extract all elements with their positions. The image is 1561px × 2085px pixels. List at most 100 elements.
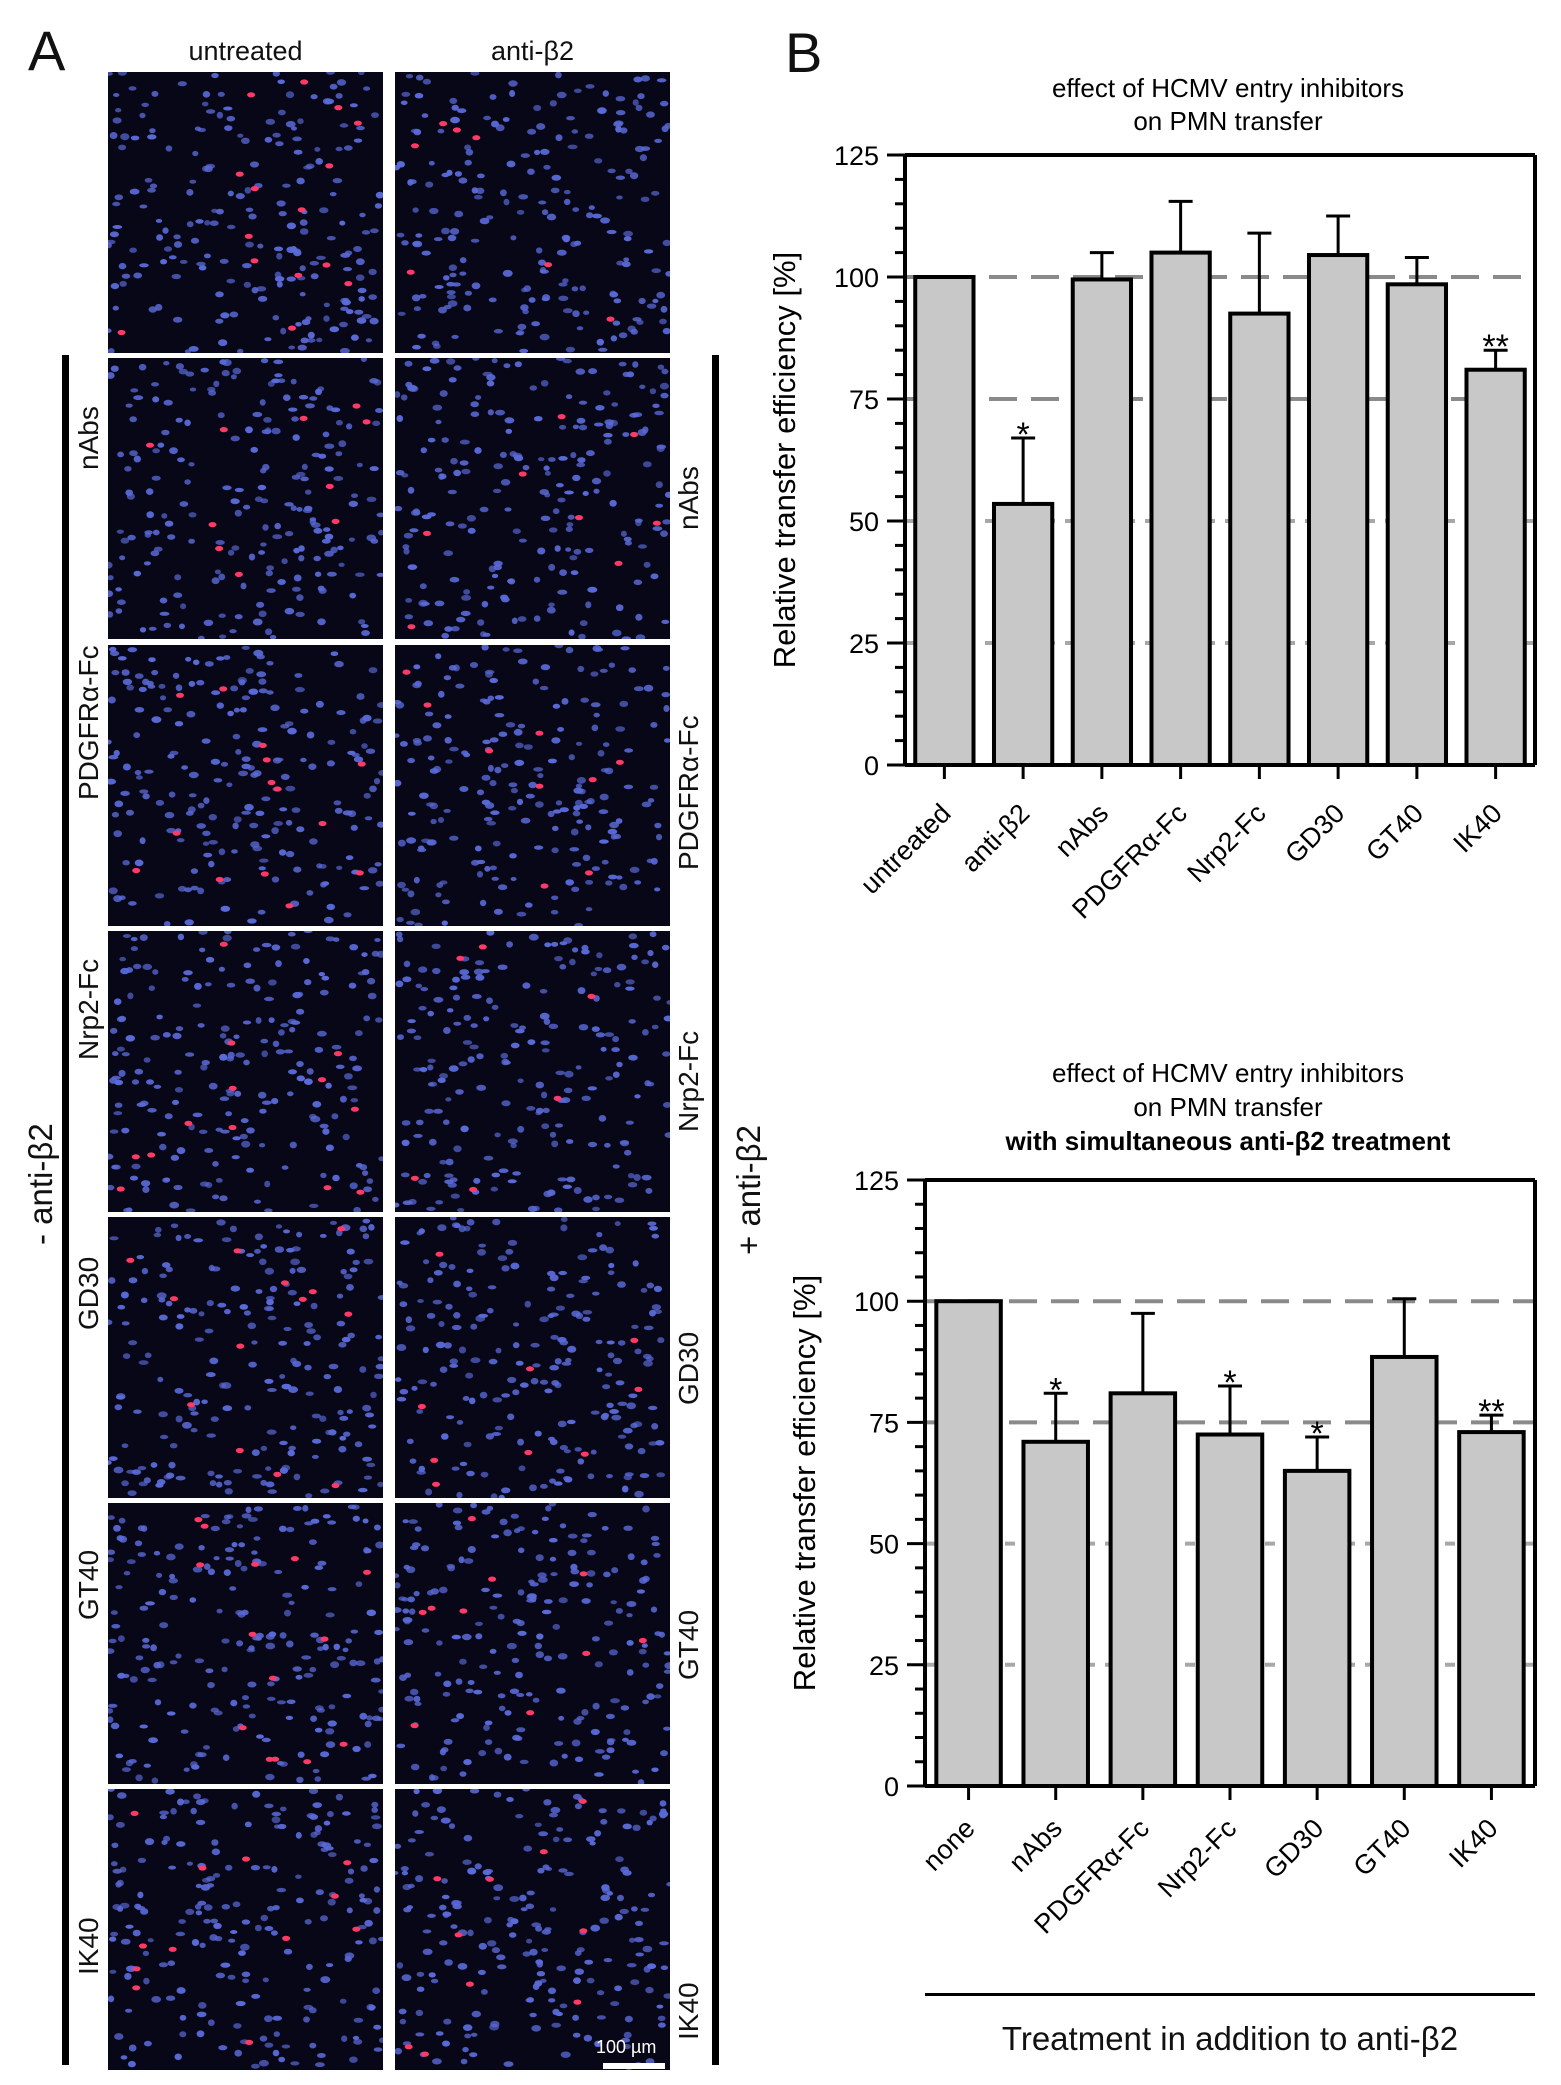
nucleus-dot (362, 1518, 369, 1524)
nucleus-dot (277, 79, 285, 85)
infected-nucleus-dot (433, 1876, 442, 1882)
infected-nucleus-dot (357, 761, 366, 767)
nucleus-dot (554, 1358, 562, 1365)
nucleus-dot (512, 1389, 520, 1396)
nucleus-dot (486, 215, 494, 220)
nucleus-dot (578, 633, 586, 639)
nucleus-dot (176, 838, 185, 843)
nucleus-dot (604, 1620, 614, 1626)
nucleus-dot (136, 1102, 147, 1108)
nucleus-dot (194, 1337, 204, 1342)
nucleus-dot (646, 858, 654, 864)
nucleus-dot (435, 419, 442, 425)
nucleus-dot (446, 358, 456, 365)
nucleus-dot (292, 136, 302, 142)
nucleus-dot (491, 358, 498, 364)
nucleus-dot (443, 1738, 453, 1745)
nucleus-dot (130, 388, 139, 393)
nucleus-dot (296, 1008, 305, 1015)
nucleus-dot (587, 1248, 598, 1253)
nucleus-dot (627, 325, 636, 333)
nucleus-dot (190, 1807, 197, 1815)
nucleus-dot (144, 177, 153, 183)
nucleus-dot (584, 1959, 594, 1965)
nucleus-dot (111, 1842, 119, 1848)
nucleus-dot (626, 1402, 636, 1410)
nucleus-dot (615, 604, 624, 612)
nucleus-dot (265, 1773, 275, 1781)
nucleus-dot (277, 579, 286, 585)
nucleus-dot (433, 237, 443, 242)
nucleus-dot (285, 91, 295, 99)
nucleus-dot (421, 1802, 431, 1808)
nucleus-dot (400, 1172, 410, 1178)
nucleus-dot (118, 1535, 128, 1543)
nucleus-dot (343, 1431, 351, 1437)
nucleus-dot (501, 596, 510, 603)
nucleus-dot (401, 1120, 411, 1126)
nucleus-dot (344, 1877, 354, 1884)
nucleus-dot (508, 80, 518, 87)
nucleus-dot (272, 2015, 282, 2021)
nucleus-dot (649, 1225, 658, 1231)
infected-nucleus-dot (323, 1185, 332, 1191)
nucleus-dot (420, 987, 429, 992)
nucleus-dot (427, 1913, 436, 1918)
infected-nucleus-dot (544, 262, 553, 268)
nucleus-dot (421, 514, 432, 520)
nucleus-dot (336, 865, 343, 870)
column-header-anti-b2: anti-β2 (490, 36, 575, 66)
nucleus-dot (586, 1836, 596, 1842)
nucleus-dot (649, 931, 657, 938)
nucleus-dot (156, 1014, 163, 1020)
nucleus-dot (396, 415, 404, 422)
nucleus-dot (234, 1090, 242, 1097)
nucleus-dot (591, 477, 602, 485)
nucleus-dot (231, 849, 238, 854)
nucleus-dot (443, 1119, 450, 1125)
nucleus-dot (221, 1904, 230, 1910)
nucleus-dot (346, 423, 353, 430)
nucleus-dot (427, 437, 436, 443)
nucleus-dot (560, 2051, 571, 2058)
nucleus-dot (502, 269, 513, 277)
nucleus-dot (260, 1244, 268, 1249)
nucleus-dot (349, 103, 358, 108)
nucleus-dot (411, 1385, 418, 1391)
infected-nucleus-dot (228, 1124, 237, 1131)
nucleus-dot (590, 1410, 600, 1415)
nucleus-dot (651, 1024, 659, 1030)
nucleus-dot (373, 2047, 383, 2052)
nucleus-dot (278, 2056, 286, 2063)
nucleus-dot (628, 667, 636, 673)
nucleus-dot (406, 1438, 414, 1444)
nucleus-dot (568, 629, 575, 636)
nucleus-dot (261, 834, 271, 839)
nucleus-dot (466, 515, 476, 522)
nucleus-dot (128, 2044, 137, 2052)
nucleus-dot (184, 349, 191, 353)
nucleus-dot (366, 1462, 376, 1468)
nucleus-dot (265, 1466, 272, 1471)
nucleus-dot (640, 1559, 648, 1566)
nucleus-dot (659, 382, 669, 390)
nucleus-dot (610, 2001, 620, 2007)
nucleus-dot (527, 1039, 536, 1045)
nucleus-dot (431, 340, 440, 347)
nucleus-dot (563, 1449, 571, 1454)
nucleus-dot (662, 327, 670, 335)
nucleus-dot (175, 1931, 186, 1937)
chart-title-line: effect of HCMV entry inhibitors (1052, 1058, 1404, 1088)
micrograph-tile (108, 72, 383, 353)
nucleus-dot (134, 673, 144, 679)
nucleus-dot (207, 1682, 215, 1689)
nucleus-dot (146, 1079, 154, 1085)
nucleus-dot (436, 1806, 446, 1813)
nucleus-dot (660, 1965, 669, 1970)
nucleus-dot (241, 137, 250, 144)
nucleus-dot (459, 1461, 468, 1467)
nucleus-dot (441, 1433, 449, 1440)
nucleus-dot (664, 738, 670, 743)
nucleus-dot (619, 700, 629, 707)
nucleus-dot (585, 84, 595, 89)
